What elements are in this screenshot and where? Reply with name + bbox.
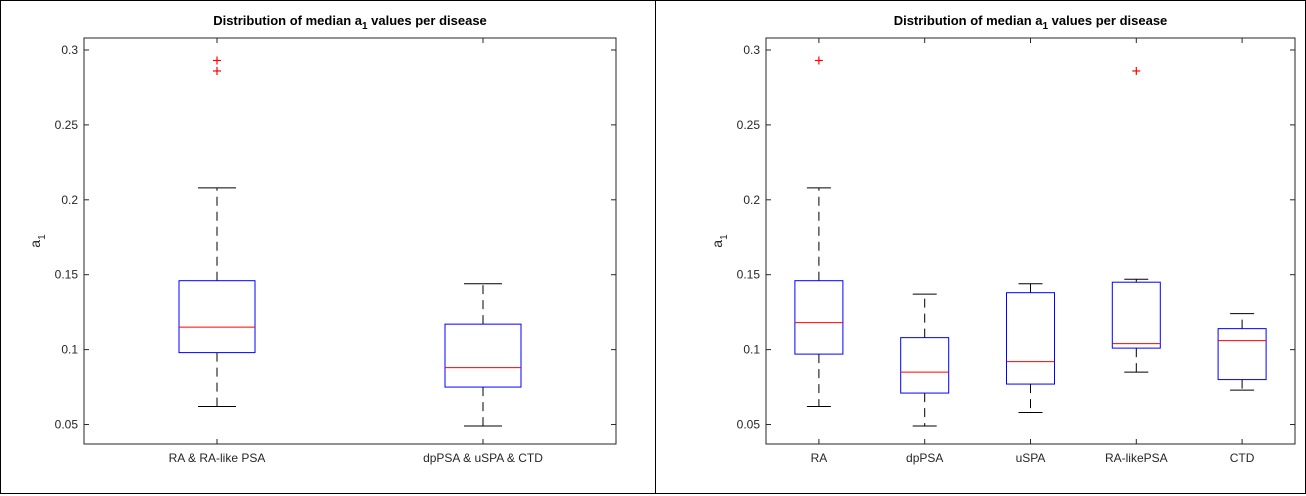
iqr-box (794, 280, 844, 355)
y-axis-label: a1 (27, 234, 48, 248)
y-tick-label: 0.15 (737, 268, 761, 282)
y-tick-label: 0.2 (61, 193, 78, 207)
y-tick-label: 0.25 (737, 118, 761, 132)
y-axis-label-subscript: 1 (37, 234, 48, 240)
y-axis-label-subscript: 1 (719, 234, 730, 240)
x-tick-label: CTD (1230, 451, 1255, 465)
y-tick-label: 0.05 (737, 418, 761, 432)
chart-title: Distribution of median a1 values per dis… (894, 13, 1168, 32)
y-tick-label: 0.1 (743, 343, 760, 357)
chart-title: Distribution of median a1 values per dis… (213, 13, 487, 32)
outlier-marker (1132, 66, 1141, 75)
y-tick-label: 0.25 (55, 118, 79, 132)
iqr-box (1217, 328, 1267, 381)
y-axis-label-text: a (709, 240, 725, 248)
chart-panel-left: Distribution of median a1 values per dis… (0, 0, 656, 494)
iqr-box (1111, 281, 1161, 349)
iqr-box (444, 323, 522, 388)
chart-title-rest: values per disease (1048, 13, 1167, 28)
outlier-marker (213, 66, 221, 75)
y-tick-label: 0.05 (55, 418, 79, 432)
chart-title-subscript: 1 (362, 21, 368, 32)
chart-title-text: Distribution of median a (213, 13, 363, 28)
y-tick-label: 0.15 (55, 268, 79, 282)
chart-title-subscript: 1 (1042, 21, 1048, 32)
x-tick-label: uSPA (1016, 451, 1046, 465)
x-tick-label: dpPSA & uSPA & CTD (423, 451, 543, 465)
outlier-marker (213, 56, 221, 65)
x-tick-label: dpPSA (906, 451, 943, 465)
chart-title-text: Distribution of median a (894, 13, 1044, 28)
y-tick-label: 0.3 (61, 43, 78, 57)
x-tick-label: RA-likePSA (1105, 451, 1168, 465)
y-tick-label: 0.3 (743, 43, 760, 57)
x-tick-label: RA (811, 451, 828, 465)
chart-title-rest: values per disease (368, 13, 487, 28)
y-tick-label: 0.2 (743, 193, 760, 207)
plot-area-frame (83, 37, 617, 445)
outlier-marker (814, 56, 823, 65)
iqr-box (900, 337, 950, 394)
y-axis-label-text: a (27, 240, 43, 248)
iqr-box (178, 280, 256, 354)
boxplot-left: Distribution of median a1 values per dis… (27, 13, 617, 465)
y-tick-label: 0.1 (61, 343, 78, 357)
iqr-box (1006, 292, 1055, 385)
chart-panel-right: Distribution of median a1 values per dis… (655, 0, 1306, 494)
y-axis-label: a1 (709, 234, 730, 248)
x-tick-label: RA & RA-like PSA (169, 451, 266, 465)
plot-area-frame (765, 37, 1296, 445)
boxplot-right: Distribution of median a1 values per dis… (709, 13, 1296, 465)
